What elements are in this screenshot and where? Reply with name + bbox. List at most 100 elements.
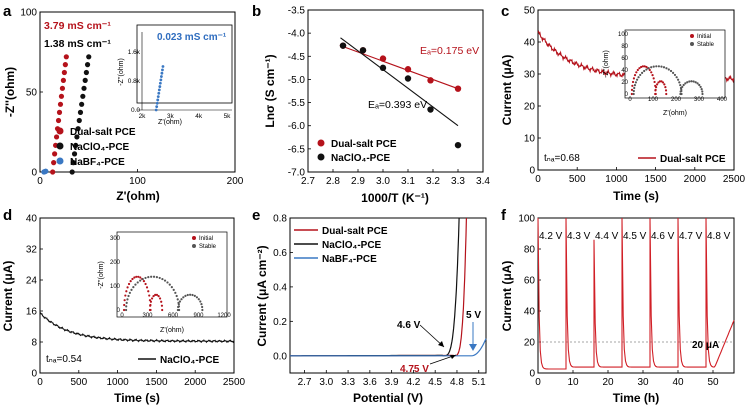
d-inset-point <box>149 300 153 303</box>
a-point <box>43 168 49 174</box>
c-inset-point <box>645 65 648 69</box>
f-ytick-label: 60 <box>524 276 536 287</box>
c-inset-point <box>700 88 703 91</box>
c-inset-legend-marker-initial <box>690 34 694 38</box>
a-inset-point <box>156 95 160 99</box>
a-point <box>71 151 78 157</box>
e-xtick-label: 3.3 <box>341 377 355 388</box>
e-arrowhead-4-6v <box>438 341 444 347</box>
a-point <box>79 101 85 107</box>
a-point <box>81 85 87 91</box>
c-inset-point <box>682 83 685 87</box>
a-point <box>56 109 63 115</box>
c-inset-point <box>650 66 653 69</box>
b-xtick-label: 2.7 <box>301 176 315 187</box>
a-inset-point <box>155 101 159 105</box>
d-inset-point <box>134 283 137 286</box>
c-inset-point <box>652 77 655 80</box>
b-point <box>379 55 387 62</box>
c-inset-point <box>636 68 639 72</box>
c-inset-point <box>679 92 682 96</box>
c-inset-point <box>654 86 658 89</box>
d-inset-point <box>126 286 129 289</box>
c-inset-ytick-label: 40 <box>621 68 628 74</box>
b-ytick-label: -4.0 <box>288 29 306 40</box>
d-inset-point <box>160 300 163 303</box>
f-step-label: 4.7 V <box>679 231 703 242</box>
d-inset-ylabel: -Z''(ohm) <box>98 261 105 289</box>
panel-e-chart: 0.0 0.2 0.4 0.6 0.8 2.7 3.0 3.3 3.6 3.9 4.2 4.5 4.8… <box>255 214 487 405</box>
d-annotation-tna: tₙₐ=0.54 <box>46 354 82 365</box>
c-inset: 0 100 200 300 400 0 20 40 60 80 100 -Z''(ohm) Z'(o… <box>603 29 728 117</box>
c-ylabel: Current (μA) <box>500 55 514 126</box>
b-legend-naclo4: NaClO₄-PCE <box>331 153 391 164</box>
d-inset-point <box>170 285 173 289</box>
d-inset-legend-marker-initial <box>192 236 196 240</box>
c-inset-point <box>632 89 635 93</box>
a-ylabel: -Z''(ohm) <box>3 67 17 117</box>
d-inset-point <box>178 300 182 303</box>
panel-label-f: f <box>501 207 507 224</box>
c-inset-point <box>658 80 662 83</box>
d-ytick-label: 8 <box>31 338 37 349</box>
d-inset-point <box>201 305 204 309</box>
a-point <box>74 134 80 140</box>
d-inset-point <box>127 282 131 286</box>
b-ytick-label: -5.5 <box>288 98 306 109</box>
a-legend-marker-naclo4 <box>56 142 64 150</box>
d-inset-point <box>175 294 178 298</box>
c-ytick-label: 40 <box>524 38 536 49</box>
c-inset-legend-initial: Initial <box>697 34 711 40</box>
d-inset-point <box>176 308 179 312</box>
c-inset-point <box>692 80 695 83</box>
b-annotation-dual: Eₐ=0.175 eV <box>420 45 479 57</box>
d-inset-point <box>199 300 202 303</box>
d-inset-point <box>174 291 177 294</box>
c-inset-point <box>694 81 697 84</box>
c-inset-point <box>643 65 646 68</box>
a-inset-point <box>156 98 160 102</box>
d-inset-point <box>158 276 161 280</box>
d-inset-point <box>177 305 180 309</box>
d-inset-xlabel: Z'(ohm) <box>160 327 184 334</box>
f-series-line <box>537 217 735 370</box>
panel-label-c: c <box>501 3 509 20</box>
c-inset-point <box>655 65 658 68</box>
a-inset-ytick-label: 1.6k <box>128 49 141 56</box>
c-inset-xtick-label: 0 <box>628 97 632 103</box>
d-inset-point <box>147 290 150 293</box>
c-inset-point <box>656 83 659 86</box>
a-inset-point <box>159 78 163 82</box>
b-point <box>427 77 434 84</box>
a-ytick-label: 100 <box>20 8 37 19</box>
f-step-label: 4.3 V <box>567 231 591 242</box>
b-xtick-label: 2.9 <box>351 176 365 187</box>
a-inset-point <box>155 105 159 109</box>
c-inset-point <box>654 89 657 92</box>
a-point <box>62 62 68 68</box>
d-xtick-label: 0 <box>37 377 43 388</box>
c-inset-point <box>652 65 655 68</box>
c-inset-point <box>636 78 639 81</box>
c-legend-label: Dual-salt PCE <box>660 154 726 165</box>
a-xtick-label: 100 <box>129 176 146 187</box>
d-ytick-label: 32 <box>26 245 38 256</box>
b-xtick-label: 3.3 <box>451 176 465 187</box>
a-point <box>58 93 65 99</box>
e-ylabel: Current (μA cm⁻²) <box>255 245 269 346</box>
f-xlabel: Time (h) <box>613 391 659 405</box>
c-inset-ylabel: -Z''(ohm) <box>603 50 610 78</box>
b-ylabel: Lnσ (S cm⁻¹) <box>263 54 277 127</box>
d-inset-point <box>148 294 151 297</box>
b-point <box>359 47 367 54</box>
e-ytick-label: 0.6 <box>273 248 287 259</box>
c-inset-point <box>665 92 668 96</box>
a-inset-ylabel: -Z''(ohm) <box>118 58 125 86</box>
f-ylabel: Current (μA) <box>500 261 514 332</box>
d-inset-point <box>150 297 154 300</box>
b-point <box>427 106 434 113</box>
a-annotation-naclo4: 1.38 mS cm⁻¹ <box>44 38 111 50</box>
e-legend-dual: Dual-salt PCE <box>322 226 388 237</box>
a-inset-point <box>158 85 162 88</box>
a-inset: 0.023 mS cm⁻¹ 2k 3k 4k 5k 0.0 0.8k 1.6k Z'(ohm… <box>118 24 233 126</box>
